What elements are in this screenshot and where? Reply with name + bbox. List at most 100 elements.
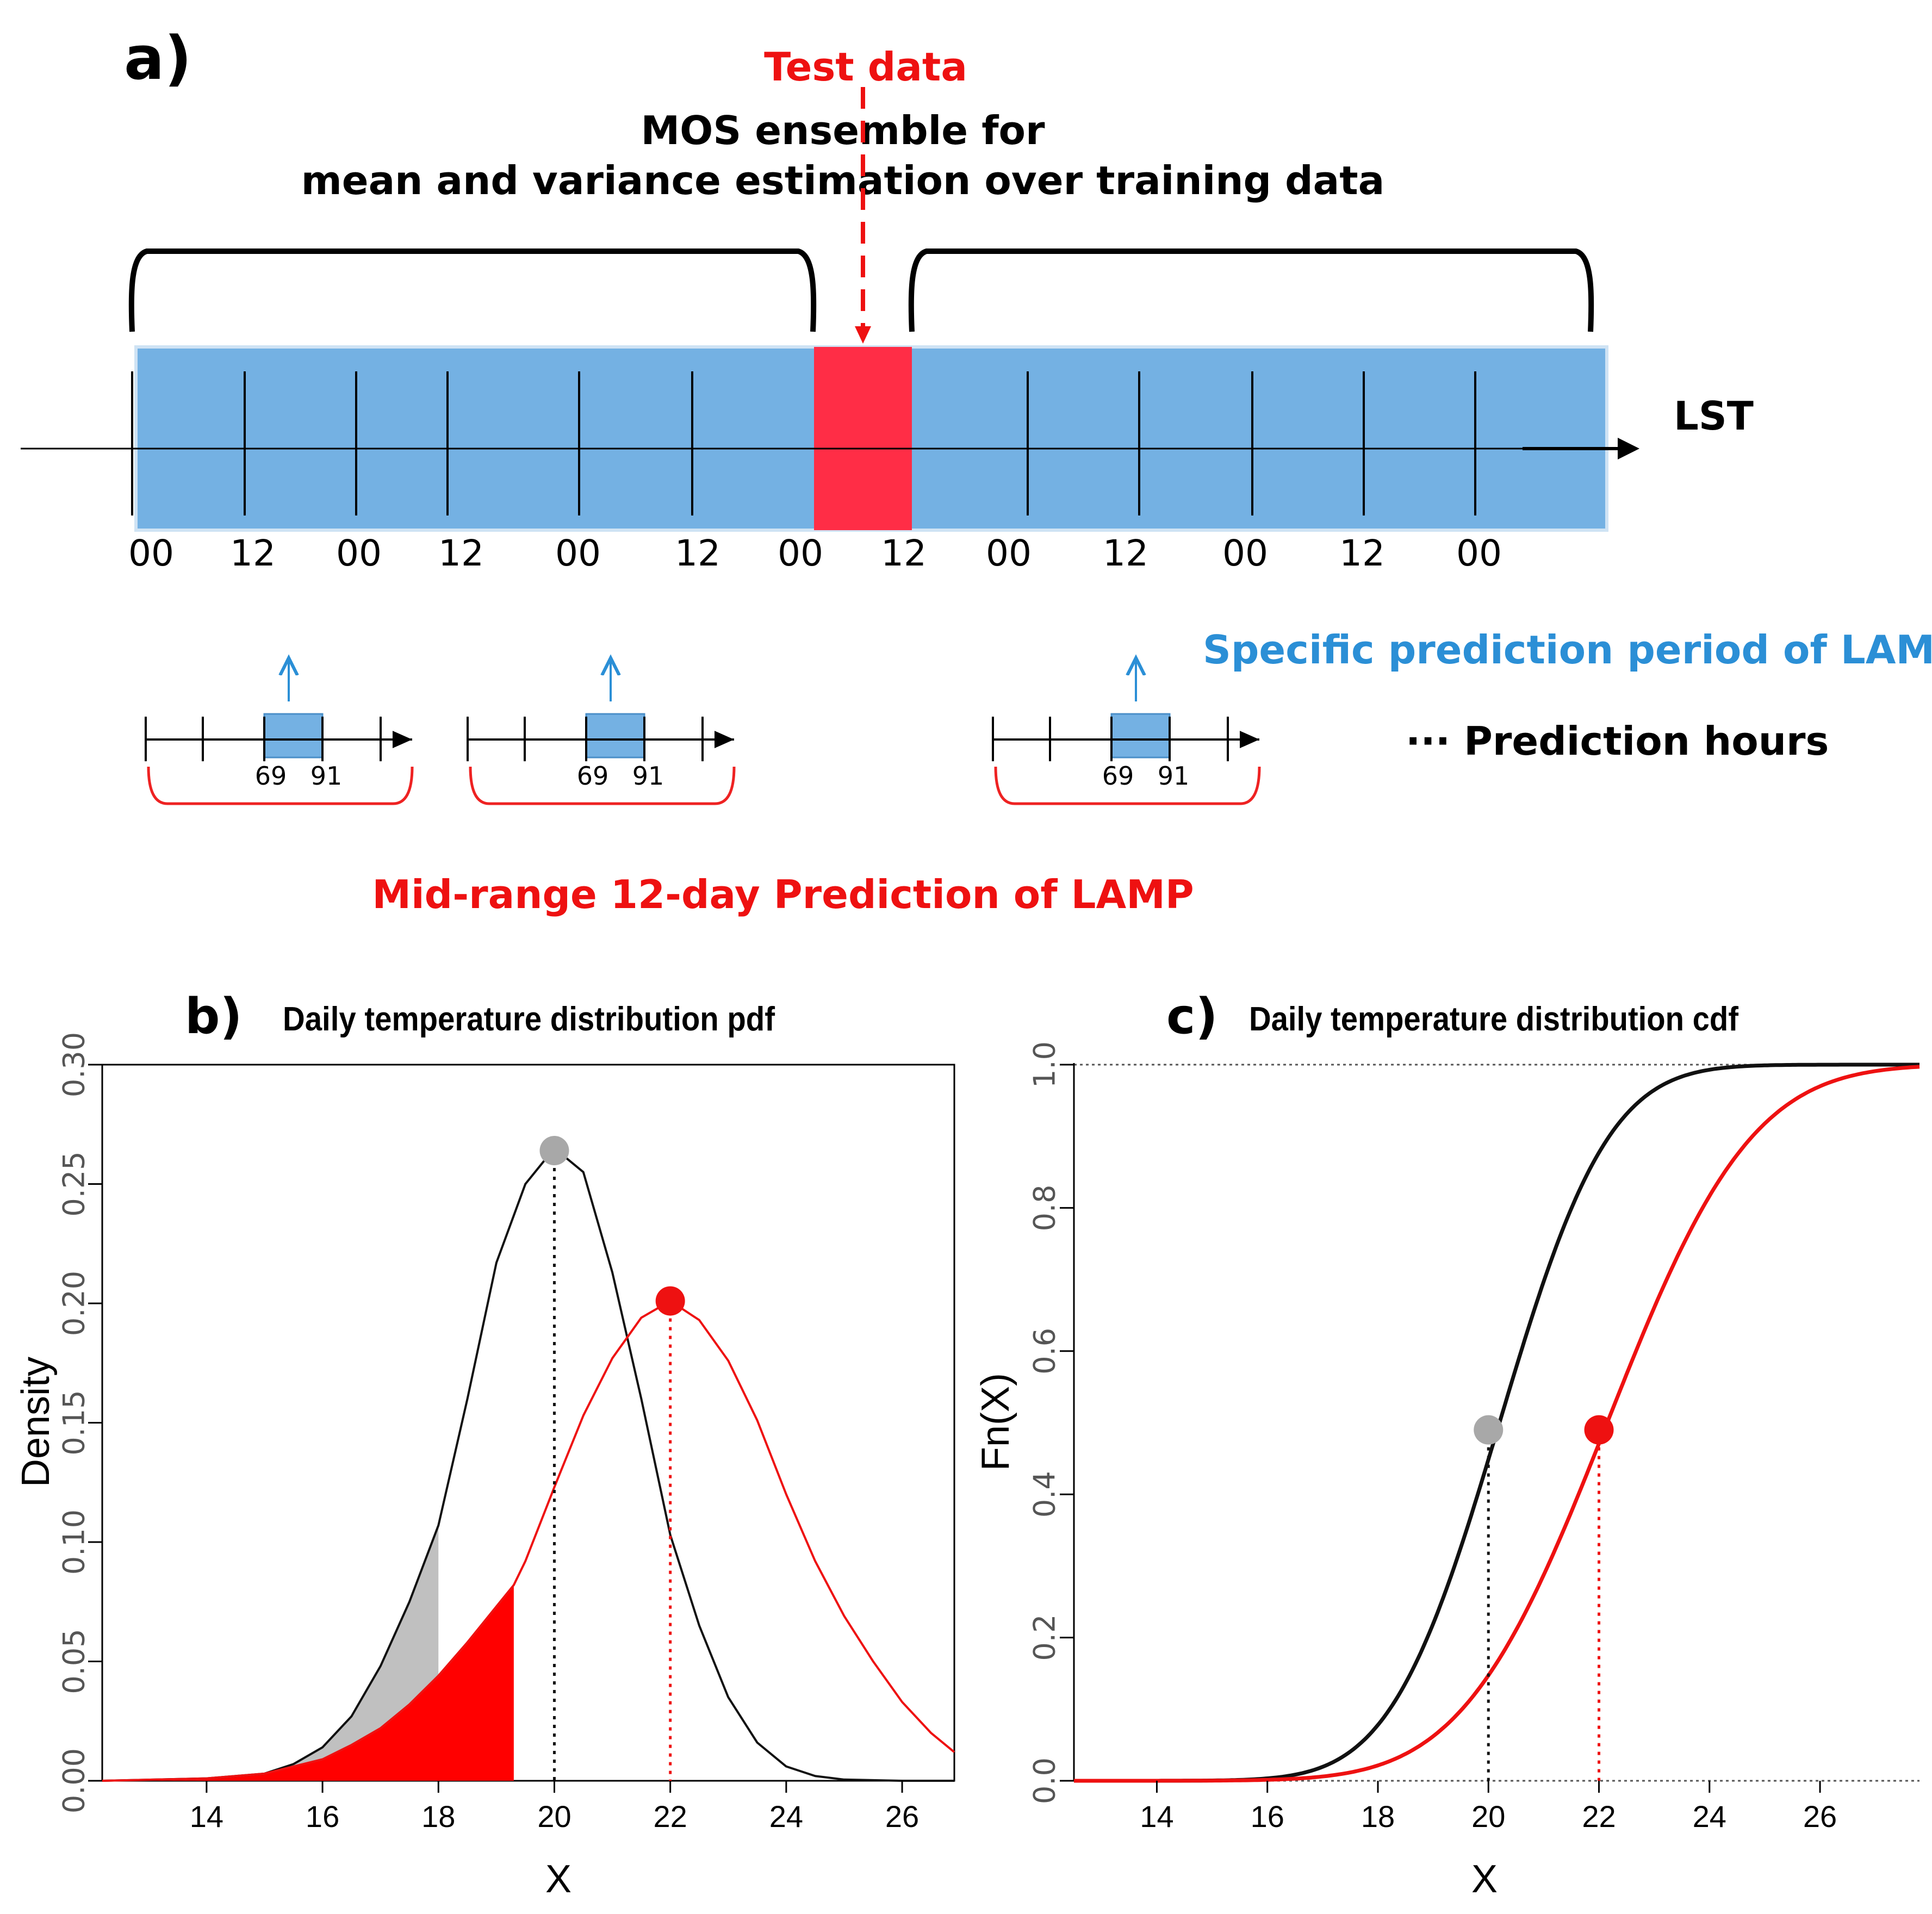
mini-timeline: 69 91 bbox=[467, 658, 736, 805]
chart-b-peak-points bbox=[539, 1136, 685, 1316]
chart-b-y-label: Density bbox=[14, 1357, 58, 1487]
mini-start-label: 69 bbox=[577, 761, 609, 791]
lst-axis-label: LST bbox=[1674, 393, 1754, 439]
prediction-hours-label: ··· Prediction hours bbox=[1406, 718, 1829, 764]
y-tick-label: 0.20 bbox=[57, 1271, 91, 1336]
chart-c-x-ticks: 14 16 18 20 22 24 26 bbox=[1140, 1781, 1837, 1834]
x-tick-label: 26 bbox=[1803, 1799, 1837, 1834]
main-axis-tick-label: 00 bbox=[1222, 532, 1268, 574]
y-tick-label: 0.8 bbox=[1028, 1184, 1062, 1231]
y-tick-label: 0.0 bbox=[1028, 1757, 1062, 1804]
x-tick-label: 24 bbox=[1693, 1799, 1726, 1834]
chart-b-x-ticks: 14 16 18 20 22 24 26 bbox=[190, 1781, 919, 1834]
chart-b-series-lines bbox=[102, 1147, 955, 1782]
chart-c-x-label: X bbox=[1471, 1857, 1498, 1901]
y-tick-label: 0.4 bbox=[1028, 1471, 1062, 1518]
mini-timeline: 69 91 bbox=[992, 658, 1261, 805]
x-tick-label: 14 bbox=[1140, 1799, 1173, 1834]
mini-start-label: 69 bbox=[1102, 761, 1134, 791]
mos-title-line1: MOS ensemble for bbox=[641, 108, 1045, 153]
lst-axis-arrowhead bbox=[1618, 438, 1639, 459]
main-axis-tick-label: 12 bbox=[675, 532, 720, 574]
training-bracket-left bbox=[128, 248, 817, 332]
chart-c-y-label: Fn(X) bbox=[974, 1373, 1017, 1471]
median-point-observed bbox=[1474, 1415, 1504, 1445]
main-axis-tick-label: 00 bbox=[1456, 532, 1502, 574]
y-tick-label: 1.0 bbox=[1028, 1041, 1062, 1088]
panel-b-label: b) bbox=[185, 988, 243, 1045]
cdf-line-forecast bbox=[1074, 1065, 1920, 1783]
chart-c-points bbox=[1474, 1415, 1614, 1445]
panel-a: a) Test data MOS ensemble for mean and v… bbox=[21, 23, 1932, 917]
panel-b-pdf-chart: b) Daily temperature distribution pdf 0.… bbox=[14, 988, 955, 1901]
main-axis-tick-label: 00 bbox=[555, 532, 601, 574]
x-tick-label: 22 bbox=[1582, 1799, 1616, 1834]
specific-period-label: Specific prediction period of LAMP bbox=[1203, 627, 1932, 673]
x-tick-label: 16 bbox=[306, 1799, 339, 1834]
main-axis-tick-label: 12 bbox=[881, 532, 927, 574]
x-tick-label: 20 bbox=[1471, 1799, 1505, 1834]
shaded-area-observed bbox=[102, 1525, 439, 1781]
x-tick-label: 24 bbox=[769, 1799, 803, 1834]
mini-range-bracket bbox=[147, 766, 414, 805]
y-tick-label: 0.05 bbox=[57, 1629, 91, 1694]
chart-b-guide-lines bbox=[552, 1151, 672, 1781]
mini-timelines: 69 91 69 91 69 91 bbox=[145, 658, 1261, 805]
y-tick-label: 0.30 bbox=[57, 1032, 91, 1097]
main-axis-tick-label: 00 bbox=[128, 532, 174, 574]
y-tick-label: 0.2 bbox=[1028, 1614, 1062, 1661]
main-axis-ticks bbox=[131, 371, 1476, 515]
chart-b-x-label: X bbox=[545, 1857, 571, 1901]
x-tick-label: 22 bbox=[654, 1799, 687, 1834]
series-line-observed bbox=[102, 1147, 954, 1782]
mini-range-bracket bbox=[994, 766, 1261, 805]
mini-prediction-period bbox=[1110, 713, 1171, 759]
chart-b-shaded-areas bbox=[102, 1525, 514, 1781]
mid-range-label: Mid-range 12-day Prediction of LAMP bbox=[372, 872, 1194, 917]
x-tick-label: 26 bbox=[885, 1799, 919, 1834]
panel-c-label: c) bbox=[1166, 988, 1217, 1045]
chart-c-guide-lines bbox=[1487, 1430, 1601, 1781]
test-data-arrowhead bbox=[855, 326, 871, 344]
chart-b-title: Daily temperature distribution pdf bbox=[283, 1000, 775, 1038]
x-tick-label: 18 bbox=[421, 1799, 455, 1834]
y-tick-label: 0.6 bbox=[1028, 1328, 1062, 1375]
test-data-label: Test data bbox=[764, 44, 967, 90]
median-point-forecast bbox=[1584, 1415, 1614, 1445]
chart-b-y-ticks: 0.00 0.05 0.10 0.15 0.20 0.25 0.30 bbox=[57, 1032, 102, 1813]
x-tick-label: 14 bbox=[190, 1799, 223, 1834]
shaded-area-forecast bbox=[102, 1585, 514, 1781]
peak-point-observed bbox=[539, 1136, 569, 1166]
panel-a-label: a) bbox=[124, 23, 192, 93]
mos-title-line2: mean and variance estimation over traini… bbox=[301, 158, 1385, 203]
mini-end-label: 91 bbox=[632, 761, 664, 791]
chart-b-plot-frame bbox=[101, 1064, 955, 1782]
training-bracket-right bbox=[908, 248, 1594, 332]
series-line-forecast bbox=[102, 1300, 955, 1782]
mini-end-label: 91 bbox=[1158, 761, 1190, 791]
main-axis-tick-labels: 00 12 00 12 00 12 00 12 00 12 00 12 00 bbox=[128, 532, 1502, 574]
x-tick-label: 20 bbox=[537, 1799, 571, 1834]
main-axis-tick-label: 12 bbox=[1103, 532, 1148, 574]
x-tick-label: 18 bbox=[1361, 1799, 1395, 1834]
main-axis-tick-label: 12 bbox=[230, 532, 276, 574]
mini-prediction-period bbox=[585, 713, 645, 759]
panel-c-cdf-chart: c) Daily temperature distribution cdf 0.… bbox=[974, 988, 1920, 1901]
mini-range-bracket bbox=[469, 766, 736, 805]
y-tick-label: 0.15 bbox=[57, 1390, 91, 1455]
main-axis-tick-label: 12 bbox=[438, 532, 484, 574]
y-tick-label: 0.10 bbox=[57, 1509, 91, 1575]
main-axis-tick-label: 00 bbox=[336, 532, 382, 574]
chart-c-title: Daily temperature distribution cdf bbox=[1249, 1000, 1738, 1038]
mini-end-label: 91 bbox=[310, 761, 343, 791]
chart-c-y-ticks: 0.0 0.2 0.4 0.6 0.8 1.0 bbox=[1028, 1041, 1074, 1804]
y-tick-label: 0.25 bbox=[57, 1151, 91, 1216]
peak-point-forecast bbox=[655, 1286, 685, 1316]
main-axis-tick-label: 00 bbox=[778, 532, 823, 574]
y-tick-label: 0.00 bbox=[57, 1748, 91, 1813]
test-bar bbox=[814, 347, 912, 530]
mini-prediction-period bbox=[263, 713, 324, 759]
mini-start-label: 69 bbox=[255, 761, 287, 791]
